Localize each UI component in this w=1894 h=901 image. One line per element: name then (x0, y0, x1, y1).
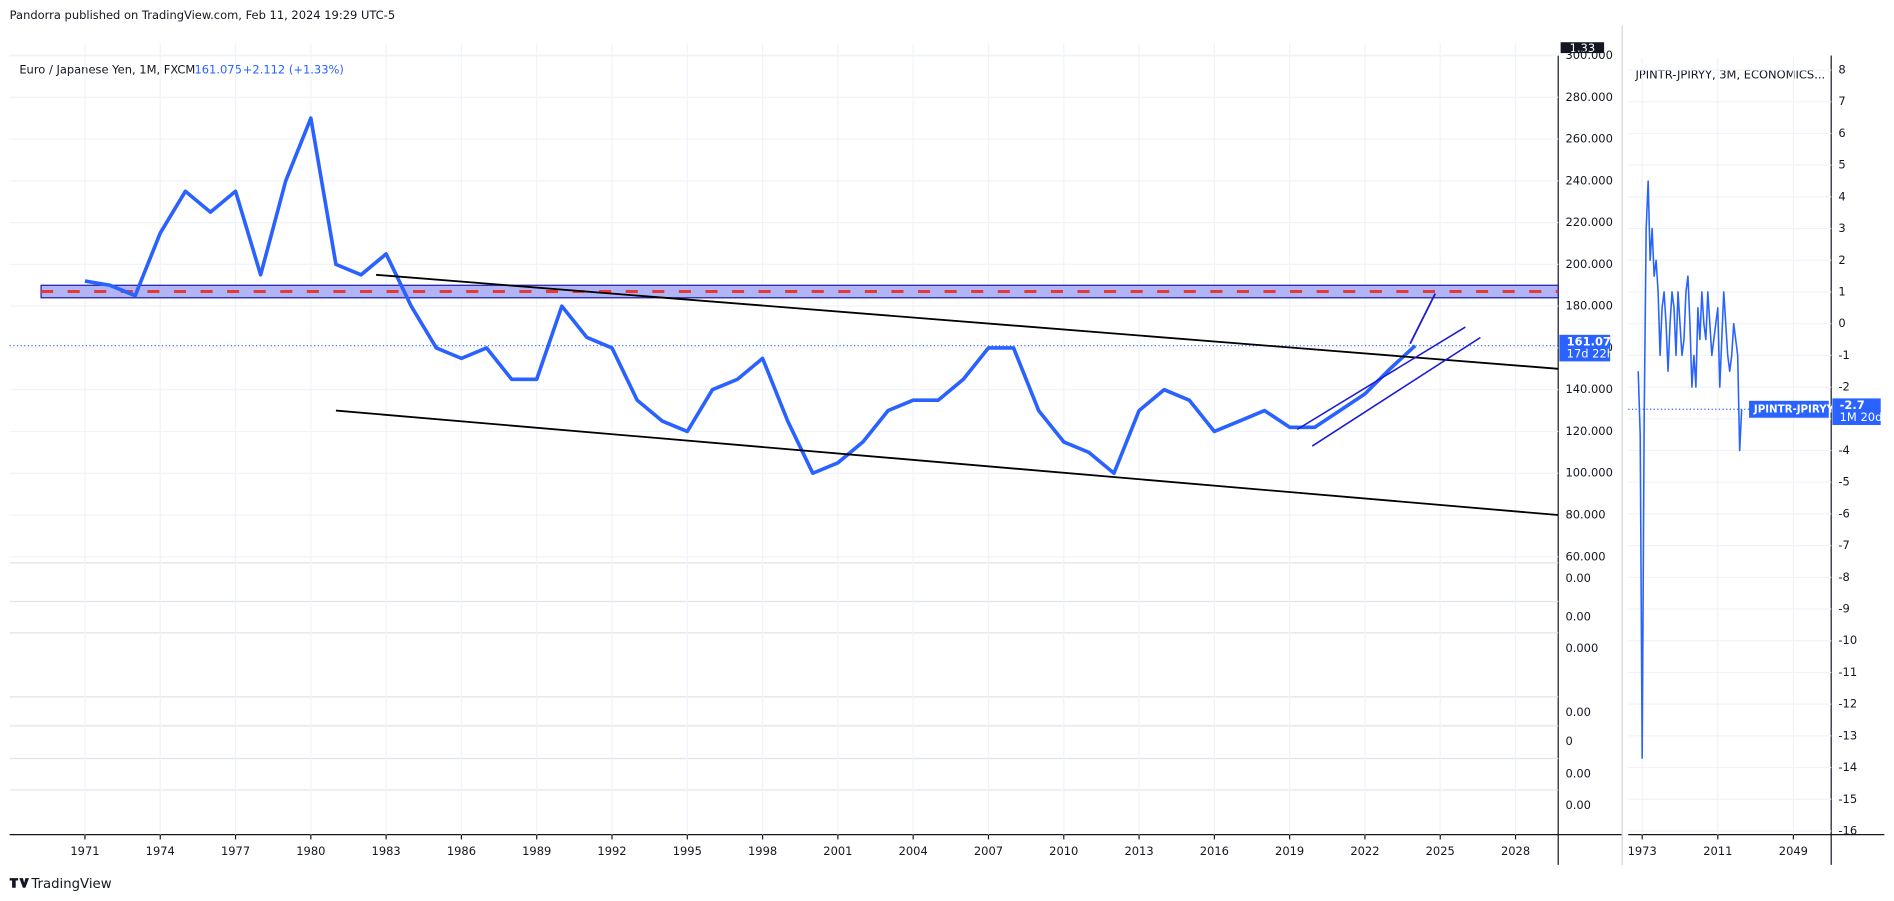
y-tick-label: 6 (1838, 126, 1845, 140)
pane-label: 0 (1565, 734, 1572, 748)
y-tick-label: 2 (1838, 253, 1845, 267)
y-tick-label: -2 (1838, 380, 1849, 394)
channel-line (1296, 326, 1466, 431)
y-tick-label: -1 (1838, 348, 1849, 362)
trendline (376, 273, 1559, 370)
legend-title: Euro / Japanese Yen, 1M, FXCM (19, 63, 195, 77)
y-tick-label: -10 (1838, 633, 1857, 647)
x-tick-label: 1973 (1628, 844, 1657, 858)
y-tick-label: 300.000 (1565, 48, 1612, 62)
y-tick-label: 260.000 (1565, 132, 1612, 146)
x-tick-label: 2007 (974, 844, 1003, 858)
y-tick-label: 240.000 (1565, 173, 1612, 187)
y-tick-label: -11 (1838, 665, 1857, 679)
price-tag-countdown: 17d 22h (1567, 347, 1614, 361)
x-tick-label: 1995 (673, 844, 702, 858)
x-tick-label: 1992 (597, 844, 626, 858)
x-tick-label: 1971 (70, 844, 99, 858)
x-tick-label: 2022 (1350, 844, 1379, 858)
y-tick-label: 140.000 (1565, 382, 1612, 396)
legend-last: 161.075 (194, 63, 241, 77)
projection (1409, 293, 1437, 345)
y-tick-label: 80.000 (1565, 508, 1605, 522)
value-tag-countdown: 1M 20d (1840, 410, 1883, 424)
series-tag (1749, 400, 1829, 418)
series-tag-label: JPINTR-JPIRYY (1753, 403, 1835, 415)
pane-label: 0.00 (1565, 705, 1591, 719)
y-tick-label: 5 (1838, 158, 1845, 172)
x-tick-label: 2028 (1501, 844, 1530, 858)
y-tick-label: -15 (1838, 792, 1857, 806)
y-tick-label: 100.000 (1565, 466, 1612, 480)
header: Pandorra published on TradingView.com, F… (10, 8, 395, 22)
x-tick-label: 1986 (447, 844, 476, 858)
y-tick-label: 1 (1838, 284, 1845, 298)
y-tick-label: -12 (1838, 697, 1857, 711)
price-line (84, 116, 1417, 476)
x-tick-label: 2013 (1124, 844, 1153, 858)
x-tick-label: 2010 (1049, 844, 1078, 858)
pane-label: 0.00 (1565, 610, 1591, 624)
top-label: 1.33 (1570, 41, 1596, 55)
y-tick-label: -6 (1838, 506, 1849, 520)
y-tick-label: 280.000 (1565, 90, 1612, 104)
y-tick-label: 7 (1838, 94, 1845, 108)
x-tick-label: 2011 (1703, 844, 1732, 858)
logo (9, 878, 29, 888)
x-tick-label: 1980 (296, 844, 325, 858)
x-tick-label: 1998 (748, 844, 777, 858)
y-tick-label: -14 (1838, 760, 1857, 774)
x-tick-label: 2049 (1779, 844, 1808, 858)
y-tick-label: 180.000 (1565, 299, 1612, 313)
x-tick-label: 2016 (1200, 844, 1229, 858)
pane-label: 0.00 (1565, 798, 1591, 812)
x-tick-label: 2019 (1275, 844, 1304, 858)
y-tick-label: -8 (1838, 570, 1849, 584)
x-tick-label: 2001 (823, 844, 852, 858)
pane-label: 0.00 (1565, 767, 1591, 781)
y-tick-label: -16 (1838, 823, 1857, 837)
y-tick-label: 8 (1838, 63, 1845, 77)
footer: TradingView (30, 877, 111, 892)
y-tick-label: -4 (1838, 443, 1849, 457)
value-tag-value: -2.7 (1840, 398, 1865, 412)
legend-change: +2.112 (+1.33%) (243, 63, 344, 77)
top-tag (1560, 42, 1605, 54)
price-line (1637, 180, 1743, 759)
x-tick-label: 1983 (372, 844, 401, 858)
y-tick-label: 3 (1838, 221, 1845, 235)
x-tick-label: 2025 (1426, 844, 1455, 858)
y-tick-label: 4 (1838, 189, 1845, 203)
x-tick-label: 1989 (522, 844, 551, 858)
y-tick-label: 220.000 (1565, 215, 1612, 229)
y-tick-label: 0 (1838, 316, 1845, 330)
x-tick-label: 2004 (899, 844, 928, 858)
price-tag-value: 161.075 (1567, 335, 1619, 349)
pane-label: 0.000 (1565, 641, 1598, 655)
channel-line (1311, 336, 1481, 447)
y-tick-label: -5 (1838, 475, 1849, 489)
y-tick-label: 120.000 (1565, 424, 1612, 438)
y-tick-label: 200.000 (1565, 257, 1612, 271)
zone (40, 284, 1559, 299)
y-tick-label: -9 (1838, 602, 1849, 616)
y-tick-label: 60.000 (1565, 549, 1605, 563)
value-tag (1832, 398, 1881, 425)
x-tick-label: 1977 (221, 844, 250, 858)
price-tag (1559, 334, 1611, 362)
pane-label: 0.00 (1565, 571, 1591, 585)
y-tick-label: -13 (1838, 728, 1857, 742)
legend-title: JPINTR-JPIRYY, 3M, ECONOMICS... (1635, 67, 1826, 81)
y-tick-label: -7 (1838, 538, 1849, 552)
trendline (335, 409, 1559, 516)
x-tick-label: 1974 (146, 844, 175, 858)
